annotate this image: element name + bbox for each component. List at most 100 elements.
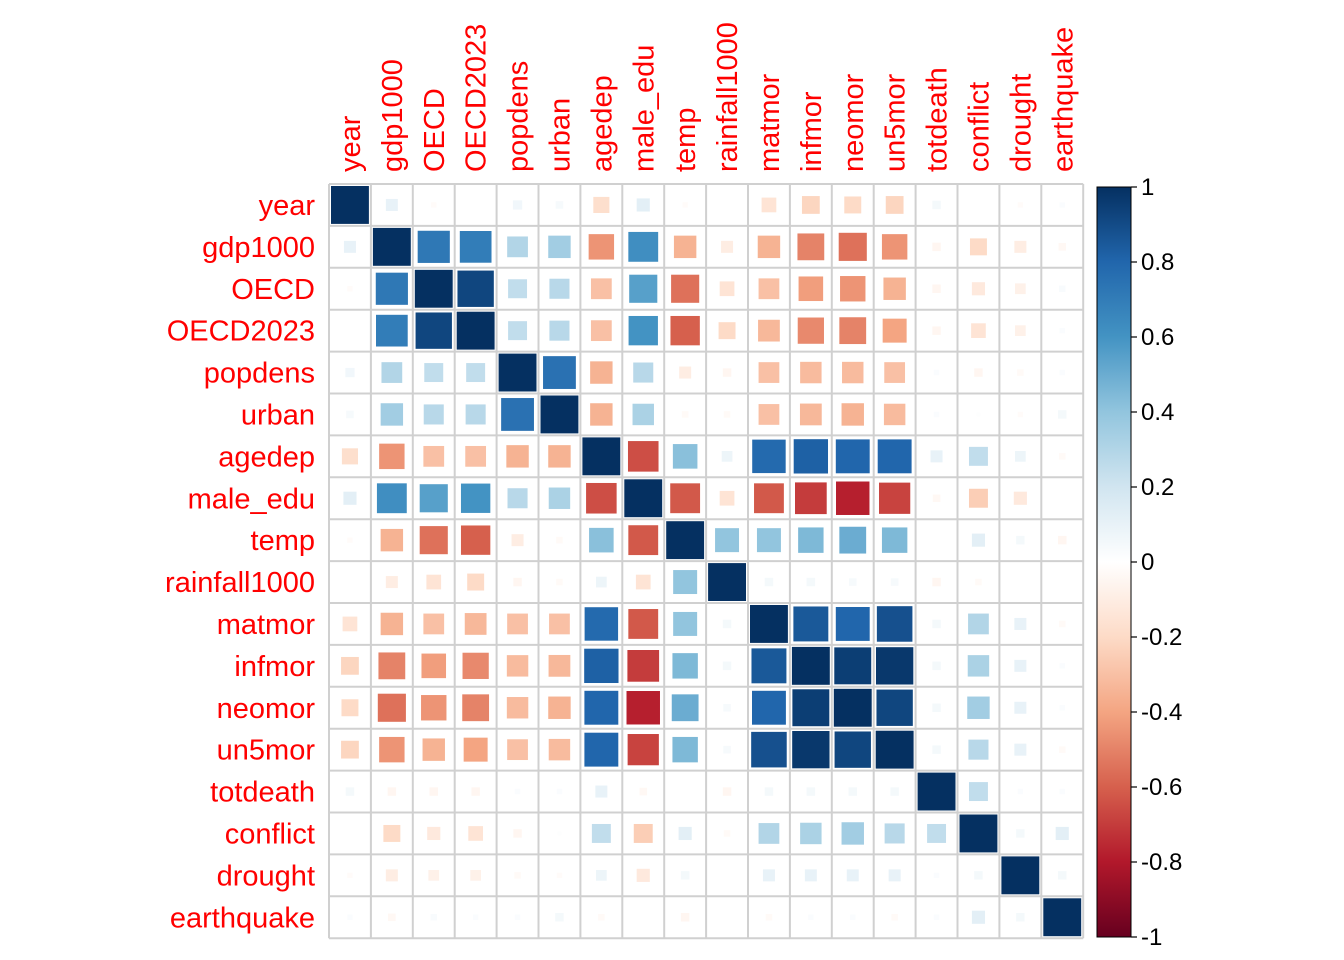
cell-neomor-neomor xyxy=(833,688,872,727)
cell-agedep-rainfall1000 xyxy=(721,450,733,462)
cell-neomor-OECD xyxy=(421,695,447,721)
cell-neomor-temp xyxy=(671,694,699,722)
cell-popdens-temp xyxy=(679,366,692,379)
cell-temp-OECD xyxy=(419,526,448,555)
column-label-OECD: OECD xyxy=(419,88,451,172)
cell-neomor-earthquake xyxy=(1059,705,1065,711)
cell-gdp1000-neomor xyxy=(838,232,867,261)
cell-male_edu-temp xyxy=(670,483,701,514)
cell-agedep-earthquake xyxy=(1058,453,1066,460)
cell-drought-earthquake xyxy=(1058,871,1067,880)
cell-year-OECD xyxy=(431,202,437,208)
column-labels: year gdp1000 OECD OECD2023 popdens urban agede… xyxy=(335,22,1079,172)
cell-OECD2023-temp xyxy=(670,315,700,346)
cell-drought-gdp1000 xyxy=(385,869,398,882)
cell-un5mor-infmor xyxy=(792,730,830,769)
cell-rainfall1000-year xyxy=(348,581,351,584)
cell-totdeath-year xyxy=(345,787,355,796)
cell-agedep-matmor xyxy=(752,439,786,474)
cell-OECD-agedep xyxy=(590,278,612,300)
color-legend-tick-label: 0.6 xyxy=(1141,324,1174,351)
cell-un5mor-rainfall1000 xyxy=(723,745,731,754)
cell-male_edu-neomor xyxy=(836,481,870,515)
cell-agedep-male_edu xyxy=(627,441,659,472)
cell-matmor-male_edu xyxy=(628,609,659,639)
cell-OECD2023-popdens xyxy=(508,321,528,341)
cell-popdens-OECD2023 xyxy=(466,363,486,383)
cell-infmor-gdp1000 xyxy=(378,652,406,680)
cell-gdp1000-conflict xyxy=(969,238,987,256)
cell-urban-earthquake xyxy=(1058,410,1067,419)
cell-earthquake-year xyxy=(347,914,353,920)
cell-rainfall1000-agedep xyxy=(595,576,607,588)
cell-year-totdeath xyxy=(932,200,941,210)
cell-temp-gdp1000 xyxy=(380,528,404,552)
cell-agedep-year xyxy=(341,448,358,465)
cell-rainfall1000-matmor xyxy=(764,577,774,587)
cell-drought-OECD2023 xyxy=(470,869,482,881)
cell-matmor-agedep xyxy=(584,607,619,641)
cell-drought-matmor xyxy=(762,869,775,882)
cell-year-OECD2023 xyxy=(474,203,477,206)
cell-conflict-urban xyxy=(557,831,562,836)
cell-agedep-conflict xyxy=(968,446,988,466)
cell-drought-male_edu xyxy=(636,868,650,882)
cell-year-rainfall1000 xyxy=(726,203,729,206)
cell-urban-matmor xyxy=(758,404,780,425)
cell-popdens-un5mor xyxy=(884,362,906,383)
color-legend-bar xyxy=(1096,186,1132,938)
cell-un5mor-gdp1000 xyxy=(379,736,405,763)
cell-conflict-gdp1000 xyxy=(383,824,401,842)
cell-OECD2023-infmor xyxy=(797,317,824,344)
row-label-OECD2023: OECD2023 xyxy=(167,316,315,348)
cell-rainfall1000-OECD xyxy=(426,574,442,590)
row-label-rainfall1000: rainfall1000 xyxy=(165,567,315,599)
cell-conflict-year xyxy=(348,832,351,835)
cell-matmor-gdp1000 xyxy=(380,612,404,636)
cell-popdens-earthquake xyxy=(1059,369,1065,376)
column-label-un5mor: un5mor xyxy=(880,73,912,172)
cell-male_edu-gdp1000 xyxy=(376,483,407,514)
cell-temp-urban xyxy=(556,536,563,544)
cell-OECD-rainfall1000 xyxy=(719,281,735,297)
cell-popdens-conflict xyxy=(974,368,983,377)
cell-conflict-matmor xyxy=(758,823,780,844)
cell-OECD2023-conflict xyxy=(971,323,986,338)
cell-agedep-drought xyxy=(1014,450,1026,462)
cell-neomor-rainfall1000 xyxy=(723,703,731,712)
cell-urban-temp xyxy=(681,411,689,418)
cell-gdp1000-year xyxy=(343,240,356,253)
cell-male_edu-conflict xyxy=(968,488,988,508)
cell-year-agedep xyxy=(593,196,610,213)
cell-male_edu-agedep xyxy=(586,482,617,514)
cell-earthquake-neomor xyxy=(850,914,856,920)
cell-drought-neomor xyxy=(846,869,859,882)
row-label-conflict: conflict xyxy=(225,818,315,850)
cell-agedep-urban xyxy=(548,445,571,468)
cell-infmor-drought xyxy=(1014,659,1027,672)
cell-un5mor-conflict xyxy=(968,739,989,760)
cell-OECD-earthquake xyxy=(1058,285,1066,293)
row-label-matmor: matmor xyxy=(217,609,316,641)
color-legend-tick-label: 0.8 xyxy=(1141,249,1174,276)
cell-infmor-male_edu xyxy=(627,650,660,682)
cell-male_edu-OECD xyxy=(419,484,448,513)
cell-temp-neomor xyxy=(839,526,867,554)
cell-temp-drought xyxy=(1016,535,1025,545)
color-legend-tick-label: -0.4 xyxy=(1141,699,1182,726)
cell-conflict-temp xyxy=(678,826,692,841)
cell-OECD-popdens xyxy=(508,279,528,299)
cell-rainfall1000-un5mor xyxy=(890,578,899,586)
cell-infmor-popdens xyxy=(506,655,529,677)
cell-totdeath-earthquake xyxy=(1059,788,1065,795)
cell-neomor-matmor xyxy=(752,690,786,725)
cell-conflict-OECD xyxy=(427,826,441,841)
cell-infmor-year xyxy=(341,656,359,675)
cell-male_edu-earthquake xyxy=(1061,497,1064,500)
cell-infmor-OECD2023 xyxy=(462,652,489,679)
cell-neomor-popdens xyxy=(506,697,529,719)
column-label-totdeath: totdeath xyxy=(922,67,954,172)
cell-matmor-conflict xyxy=(968,613,989,635)
cell-urban-OECD xyxy=(423,404,444,425)
cell-temp-rainfall1000 xyxy=(715,528,740,553)
